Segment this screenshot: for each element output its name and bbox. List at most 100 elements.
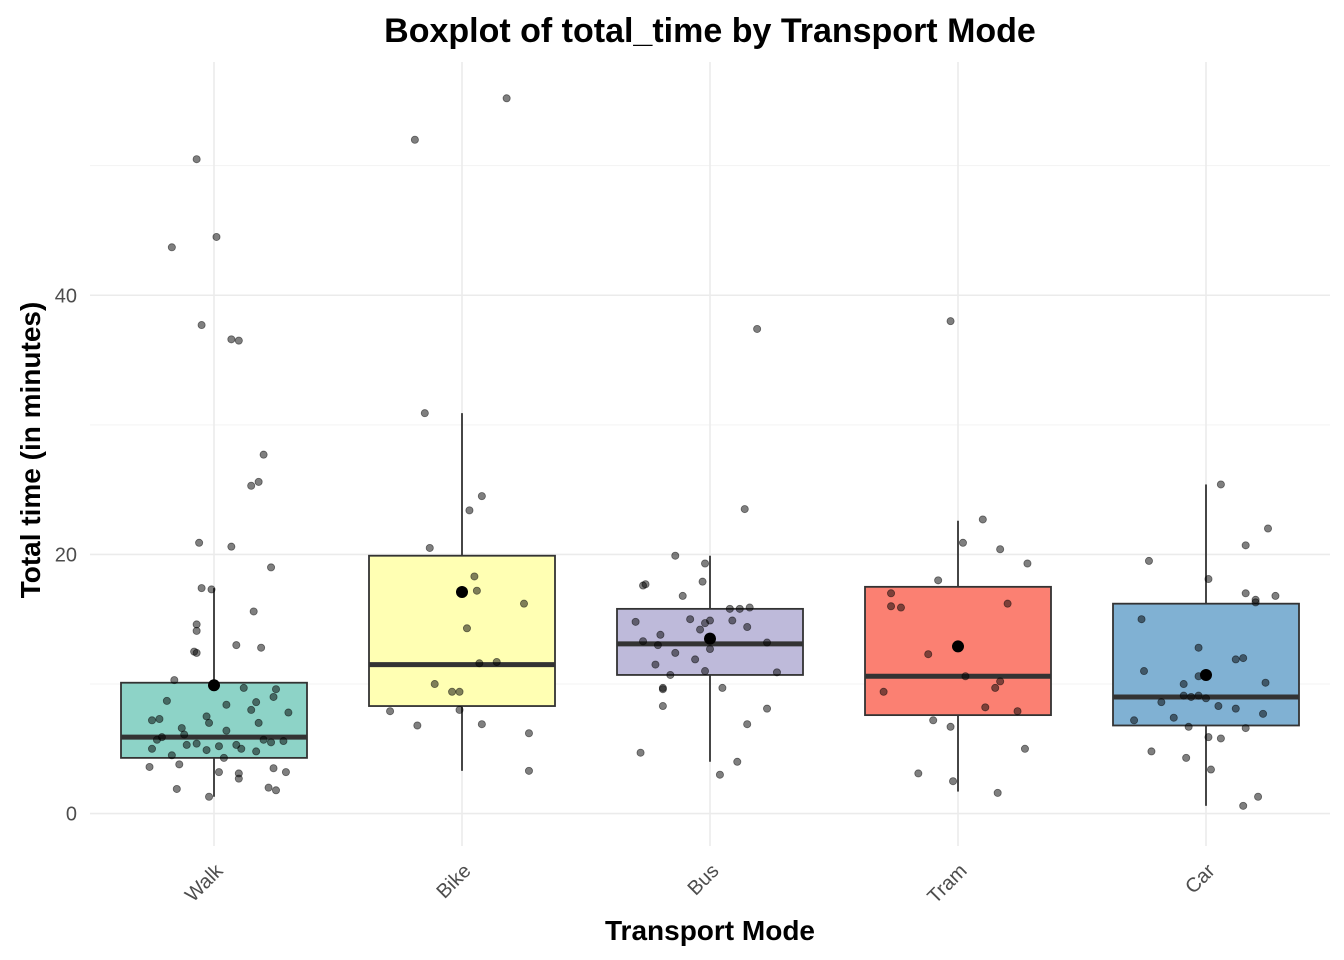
data-point-walk [197, 584, 206, 593]
data-point-walk [207, 585, 216, 594]
data-point-car [1216, 734, 1225, 743]
data-point-tram [993, 788, 1002, 797]
data-point-car [1169, 713, 1178, 722]
data-point-walk [170, 676, 179, 685]
data-point-walk [214, 742, 223, 751]
data-point-car [1241, 541, 1250, 550]
data-point-walk [182, 740, 191, 749]
data-point-car [1184, 722, 1193, 731]
y-tick-label: 0 [66, 804, 77, 826]
data-point-walk [281, 768, 290, 777]
data-point-tram [949, 777, 958, 786]
data-point-car [1179, 680, 1188, 689]
data-point-walk [279, 737, 288, 746]
data-point-walk [254, 718, 263, 727]
chart-title: Boxplot of total_time by Transport Mode [384, 12, 1036, 50]
data-point-walk [269, 692, 278, 701]
data-point-walk [167, 243, 176, 252]
data-point-walk [212, 232, 221, 241]
data-point-bus [636, 748, 645, 757]
data-point-bus [725, 604, 734, 613]
data-point-bike [477, 720, 486, 729]
data-point-walk [252, 698, 261, 707]
data-point-bike [465, 506, 474, 515]
data-point-bus [735, 604, 744, 613]
data-point-bus [701, 667, 710, 676]
data-point-car [1251, 598, 1260, 607]
data-point-walk [234, 336, 243, 345]
mean-point-bike [456, 586, 468, 599]
data-point-bike [462, 624, 471, 633]
data-point-bus [745, 603, 754, 612]
data-point-tram [1020, 744, 1029, 753]
mean-point-walk [208, 679, 220, 692]
x-axis-ticks: Walk Bike Bus Tram Car [181, 859, 1220, 908]
data-point-walk [202, 746, 211, 755]
data-point-car [1182, 753, 1191, 762]
data-point-bike [524, 729, 533, 738]
data-point-walk [252, 747, 261, 756]
data-point-bike [477, 492, 486, 501]
data-point-bus [658, 702, 667, 711]
data-point-car [1140, 667, 1149, 676]
data-point-bus [715, 770, 724, 779]
data-point-bus [728, 616, 737, 625]
data-point-car [1130, 716, 1139, 725]
data-point-bike [524, 766, 533, 775]
box-car [1112, 484, 1300, 806]
data-point-bus [701, 619, 710, 628]
y-axis-title: Total time (in minutes) [15, 302, 46, 599]
data-point-bike [475, 659, 484, 668]
data-point-walk [147, 716, 156, 725]
data-point-bike [502, 94, 511, 103]
data-point-walk [247, 705, 256, 714]
data-point-car [1241, 589, 1250, 598]
data-point-tram [991, 683, 1000, 692]
data-point-tram [946, 722, 955, 731]
data-point-car [1239, 654, 1248, 663]
data-point-bus [772, 668, 781, 677]
data-point-walk [267, 738, 276, 747]
data-point-walk [162, 696, 171, 705]
data-point-walk [192, 155, 201, 164]
iqr-box [1112, 602, 1300, 727]
data-point-bus [753, 324, 762, 333]
data-point-car [1216, 480, 1225, 489]
data-point-tram [924, 650, 933, 659]
data-point-car [1204, 733, 1213, 742]
data-point-walk [264, 783, 273, 792]
data-point-tram [946, 317, 955, 326]
box-bike [368, 413, 556, 771]
data-point-bus [691, 655, 700, 664]
data-point-walk [269, 764, 278, 773]
data-point-walk [222, 700, 231, 709]
mean-point-tram [952, 640, 964, 653]
data-point-walk [205, 718, 214, 727]
data-point-walk [192, 648, 201, 657]
data-point-bike [410, 135, 419, 144]
data-point-bike [425, 543, 434, 552]
data-point-walk [152, 735, 161, 744]
data-point-walk [271, 786, 280, 795]
data-point-walk [284, 708, 293, 717]
data-point-tram [929, 716, 938, 725]
data-point-walk [167, 751, 176, 760]
data-point-walk [145, 762, 154, 771]
data-point-car [1214, 702, 1223, 711]
data-point-walk [180, 730, 189, 739]
x-tick-label-bike: Bike [432, 860, 475, 903]
data-point-walk [232, 641, 241, 650]
x-axis-title: Transport Mode [605, 915, 815, 946]
data-point-tram [996, 677, 1005, 686]
x-tick-label-bus: Bus [684, 860, 724, 900]
data-point-car [1204, 575, 1213, 584]
data-point-car [1231, 704, 1240, 713]
data-point-walk [267, 563, 276, 572]
data-point-tram [1003, 599, 1012, 608]
data-point-car [1194, 691, 1203, 700]
data-point-car [1206, 765, 1215, 774]
data-point-bus [671, 648, 680, 657]
data-point-walk [234, 774, 243, 783]
data-point-car [1261, 678, 1270, 687]
